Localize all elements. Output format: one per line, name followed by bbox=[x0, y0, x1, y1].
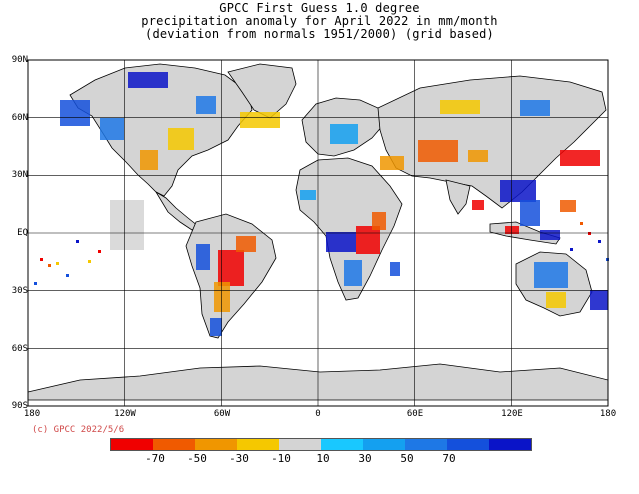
anomaly-patch bbox=[356, 226, 380, 254]
anomaly-patch bbox=[128, 72, 168, 88]
anomaly-patch bbox=[60, 100, 90, 126]
land-asia bbox=[377, 75, 607, 209]
lon-label-180w: 180 bbox=[23, 409, 41, 419]
lat-label-eq: EQ bbox=[17, 228, 28, 238]
anomaly-patch bbox=[534, 262, 568, 288]
lat-label-60s: 60S bbox=[11, 344, 28, 354]
anomaly-patch bbox=[100, 118, 124, 140]
anomaly-layer bbox=[34, 72, 609, 336]
lon-label-180e: 180 bbox=[599, 409, 617, 419]
lat-label-30s: 30S bbox=[11, 286, 28, 296]
grid-lines bbox=[28, 60, 608, 406]
lon-label-0: 0 bbox=[315, 409, 321, 419]
legend-swatch-0 bbox=[111, 439, 153, 450]
legend-swatch-4 bbox=[279, 439, 321, 450]
land-greenland bbox=[227, 63, 297, 119]
lat-label-30n: 30N bbox=[11, 170, 28, 180]
anomaly-patch bbox=[214, 282, 230, 312]
anomaly-patch bbox=[468, 150, 488, 162]
lat-label-60n: 60N bbox=[11, 113, 28, 123]
title-line-3: (deviation from normals 1951/2000) (grid… bbox=[145, 27, 494, 41]
anomaly-patch bbox=[140, 150, 158, 170]
anomaly-dot bbox=[66, 274, 69, 277]
legend-swatch-8 bbox=[447, 439, 489, 450]
anomaly-patch bbox=[168, 128, 194, 150]
title-line-1: GPCC First Guess 1.0 degree bbox=[219, 1, 420, 15]
land-africa bbox=[295, 157, 403, 301]
land-central-america bbox=[155, 191, 199, 231]
legend-label-minus30: -30 bbox=[229, 452, 249, 465]
anomaly-patch bbox=[500, 180, 536, 202]
anomaly-patch bbox=[300, 190, 316, 200]
anomaly-dot bbox=[598, 240, 601, 243]
legend-swatch-7 bbox=[405, 439, 447, 450]
anomaly-patch bbox=[210, 318, 222, 336]
anomaly-patch bbox=[520, 200, 540, 226]
anomaly-patch bbox=[240, 112, 280, 128]
anomaly-dot bbox=[56, 262, 59, 265]
map-frame bbox=[27, 59, 609, 407]
legend-label-minus70: -70 bbox=[145, 452, 165, 465]
land-india bbox=[445, 179, 471, 215]
color-legend-bar bbox=[110, 438, 532, 451]
anomaly-dot bbox=[88, 260, 91, 263]
anomaly-patch bbox=[440, 100, 480, 114]
anomaly-patch bbox=[330, 124, 358, 144]
anomaly-patch bbox=[390, 262, 400, 276]
anomaly-patch bbox=[380, 156, 404, 170]
legend-label-minus50: -50 bbox=[187, 452, 207, 465]
legend-label-70: 70 bbox=[442, 452, 456, 465]
legend-label-50: 50 bbox=[400, 452, 414, 465]
lat-label-90s: 90S bbox=[11, 401, 28, 411]
anomaly-patch bbox=[560, 200, 576, 212]
anomaly-dot bbox=[48, 264, 51, 267]
anomaly-patch bbox=[560, 150, 600, 166]
legend-label-10: 10 bbox=[316, 452, 330, 465]
anomaly-patch bbox=[218, 250, 244, 286]
copyright-credit: (c) GPCC 2022/5/6 bbox=[32, 425, 125, 435]
anomaly-patch bbox=[326, 232, 356, 252]
anomaly-dot bbox=[34, 282, 37, 285]
anomaly-dot bbox=[98, 250, 101, 253]
legend-swatch-1 bbox=[153, 439, 195, 450]
legend-swatch-2 bbox=[195, 439, 237, 450]
anomaly-patch bbox=[196, 244, 210, 270]
anomaly-patch bbox=[520, 100, 550, 116]
legend-swatch-6 bbox=[363, 439, 405, 450]
title-line-2: precipitation anomaly for April 2022 in … bbox=[141, 14, 498, 28]
legend-label-30: 30 bbox=[358, 452, 372, 465]
legend-label-minus10: -10 bbox=[271, 452, 291, 465]
anomaly-patch bbox=[372, 212, 386, 230]
lon-label-60e: 60E bbox=[406, 409, 424, 419]
anomaly-patch bbox=[344, 260, 362, 286]
lon-label-120e: 120E bbox=[501, 409, 523, 419]
lon-label-60w: 60W bbox=[213, 409, 231, 419]
legend-swatch-3 bbox=[237, 439, 279, 450]
anomaly-patch bbox=[590, 290, 608, 310]
anomaly-dot bbox=[76, 240, 79, 243]
anomaly-dot bbox=[40, 258, 43, 261]
lon-label-120w: 120W bbox=[114, 409, 136, 419]
legend-swatch-5 bbox=[321, 439, 363, 450]
anomaly-patch bbox=[110, 200, 144, 250]
anomaly-dot bbox=[588, 232, 591, 235]
anomaly-patch bbox=[505, 226, 519, 234]
anomaly-patch bbox=[418, 140, 458, 162]
anomaly-dot bbox=[580, 222, 583, 225]
lat-label-90n: 90N bbox=[11, 55, 28, 65]
anomaly-patch bbox=[540, 230, 560, 240]
legend-swatch-9 bbox=[489, 439, 531, 450]
anomaly-patch bbox=[236, 236, 256, 252]
anomaly-patch bbox=[546, 292, 566, 308]
anomaly-patch bbox=[472, 200, 484, 210]
anomaly-dot bbox=[570, 248, 573, 251]
anomaly-patch bbox=[196, 96, 216, 114]
